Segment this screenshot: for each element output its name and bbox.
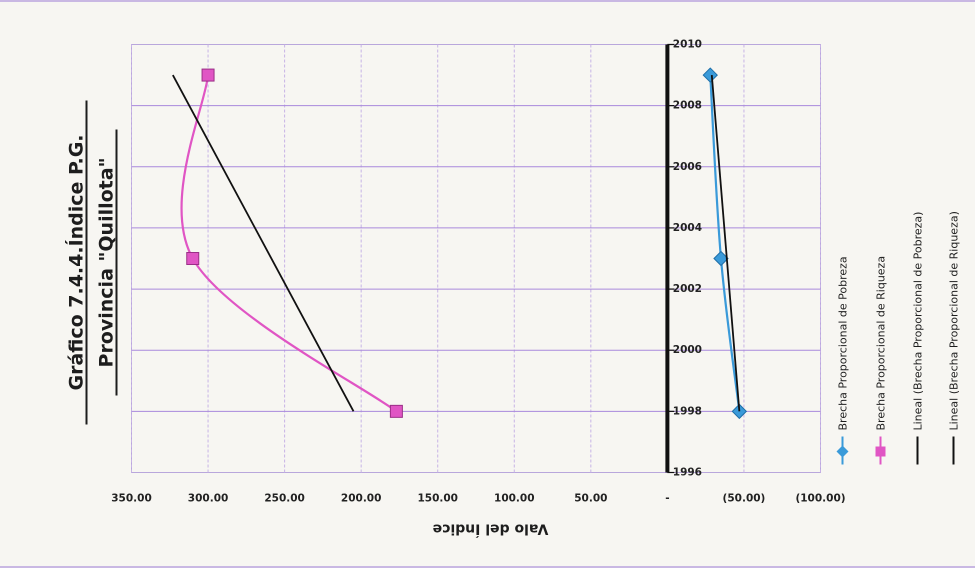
pobreza-point bbox=[702, 66, 718, 83]
y-tick-label: 100.00 bbox=[494, 492, 535, 504]
grid-layer bbox=[130, 43, 821, 473]
x-tick-label: 1996 bbox=[672, 466, 701, 478]
series-line-3 bbox=[171, 74, 354, 412]
y-tick-label: (100.00) bbox=[795, 492, 845, 504]
legend: Brecha Proporcional de Pobreza Brecha Pro… bbox=[836, 211, 960, 464]
chart-title: Gráfico 7.4.4.Índice P.G. bbox=[64, 134, 87, 390]
x-tick-label: 2002 bbox=[672, 283, 701, 295]
chart-subtitle: Provincia "Quillota" bbox=[95, 157, 117, 367]
series-layer bbox=[171, 66, 747, 419]
legend-entry-label: Lineal (Brecha Proporcional de Riqueza) bbox=[947, 211, 960, 430]
x-tick-label: 2008 bbox=[672, 99, 701, 111]
y-tick-label: 350.00 bbox=[111, 492, 152, 504]
plot-area-border bbox=[130, 43, 821, 473]
riqueza-point bbox=[389, 404, 403, 418]
y-tick-label: 50.00 bbox=[574, 492, 607, 504]
line-chart: Gráfico 7.4.4.Índice P.G. Provincia "Qui… bbox=[64, 38, 960, 537]
legend-entry-label: Brecha Proporcional de Pobreza bbox=[836, 256, 849, 430]
y-tick-label: 150.00 bbox=[417, 492, 458, 504]
pobreza-point bbox=[712, 250, 729, 266]
x-tick-label: 2000 bbox=[672, 344, 701, 356]
x-tick-label: 2010 bbox=[672, 38, 701, 50]
y-tick-label: - bbox=[665, 492, 669, 504]
axis-layer: 350.00 300.00 250.00 200.00 150.00 100.00 50.0… bbox=[111, 38, 845, 504]
y-axis-label: Valo del Índice bbox=[432, 520, 548, 537]
y-tick-label: (50.00) bbox=[722, 492, 765, 504]
rotated-chart-frame: Gráfico 7.4.4.Índice P.G. Provincia "Qui… bbox=[10, 12, 965, 560]
x-tick-label: 1998 bbox=[672, 405, 701, 417]
x-tick-label: 2006 bbox=[672, 160, 701, 172]
legend-marker-square bbox=[875, 446, 885, 456]
riqueza-point bbox=[185, 251, 199, 265]
x-tick-label: 2004 bbox=[672, 221, 701, 233]
legend-entry-label: Brecha Proporcional de Riqueza bbox=[874, 255, 887, 430]
chart-title-group: Gráfico 7.4.4.Índice P.G. Provincia "Qui… bbox=[64, 100, 117, 424]
series-line-1 bbox=[179, 74, 397, 412]
series-line-2 bbox=[710, 74, 740, 411]
riqueza-point bbox=[201, 68, 215, 82]
legend-entry-label: Lineal (Brecha Proporcional de Pobreza) bbox=[911, 211, 924, 430]
y-tick-label: 250.00 bbox=[264, 492, 305, 504]
legend-marker-diamond bbox=[836, 445, 848, 457]
y-tick-label: 300.00 bbox=[187, 492, 228, 504]
y-tick-label: 200.00 bbox=[340, 492, 381, 504]
